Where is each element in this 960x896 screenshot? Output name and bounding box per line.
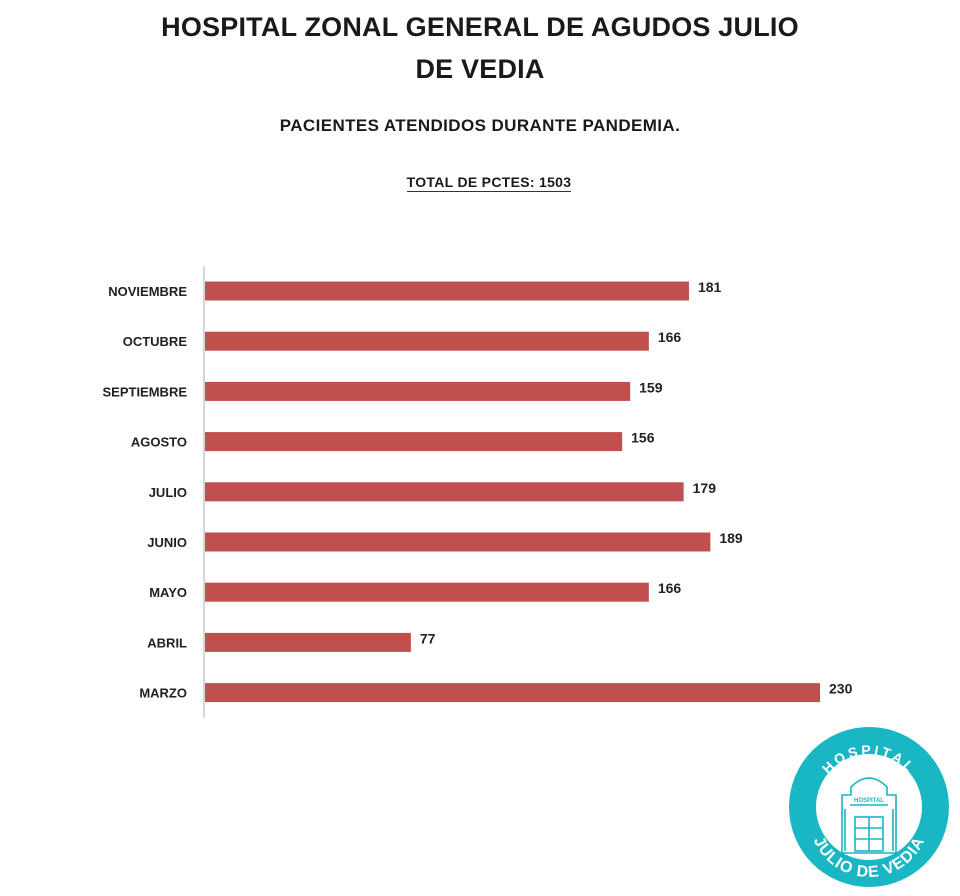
bars-group: NOVIEMBRE 181 OCTUBRE 166 SEPTIEMBRE 159 AGOST… [102,279,853,703]
category-label: MAYO [149,585,187,600]
data-label: 156 [631,430,655,446]
category-label: SEPTIEMBRE [102,384,187,399]
data-label: 159 [639,379,663,395]
chart-subtitle: PACIENTES ATENDIDOS DURANTE PANDEMIA. [279,116,681,135]
data-label: 179 [693,480,717,496]
data-label: 166 [658,329,682,345]
category-label: JULIO [149,485,187,500]
category-label: OCTUBRE [123,334,188,349]
bar [205,532,711,552]
category-label: ABRIL [147,635,187,650]
logo-inner-text: HOSPITAL [854,798,884,804]
total-patients: TOTAL DE PCTES: 1503 [0,174,960,192]
bar [205,582,649,602]
data-label: 189 [719,530,743,546]
bar [205,482,684,502]
data-label: 181 [698,279,722,295]
data-label: 77 [420,630,436,646]
bar [205,683,820,703]
title-line-2: DE VEDIA [415,54,545,84]
category-label: MARZO [139,686,187,701]
bar [205,281,689,301]
bar [205,331,649,351]
building-icon [841,777,897,854]
total-patients-label: TOTAL DE PCTES: 1503 [406,174,572,192]
chart-title: HOSPITAL ZONAL GENERAL DE AGUDOS JULIO D… [0,6,960,90]
bar [205,632,411,652]
category-label: NOVIEMBRE [108,284,187,299]
title-line-1: HOSPITAL ZONAL GENERAL DE AGUDOS JULIO [161,12,799,42]
data-label: 166 [658,580,682,596]
bar-chart: NOVIEMBRE 181 OCTUBRE 166 SEPTIEMBRE 159 AGOST… [102,266,853,718]
data-label: 230 [829,681,853,697]
bar [205,432,623,452]
category-label: JUNIO [147,535,187,550]
category-label: AGOSTO [131,435,187,450]
hospital-logo: HOSPITAL JULIO DE VEDIA HOSPITAL [789,727,949,887]
bar [205,381,631,401]
